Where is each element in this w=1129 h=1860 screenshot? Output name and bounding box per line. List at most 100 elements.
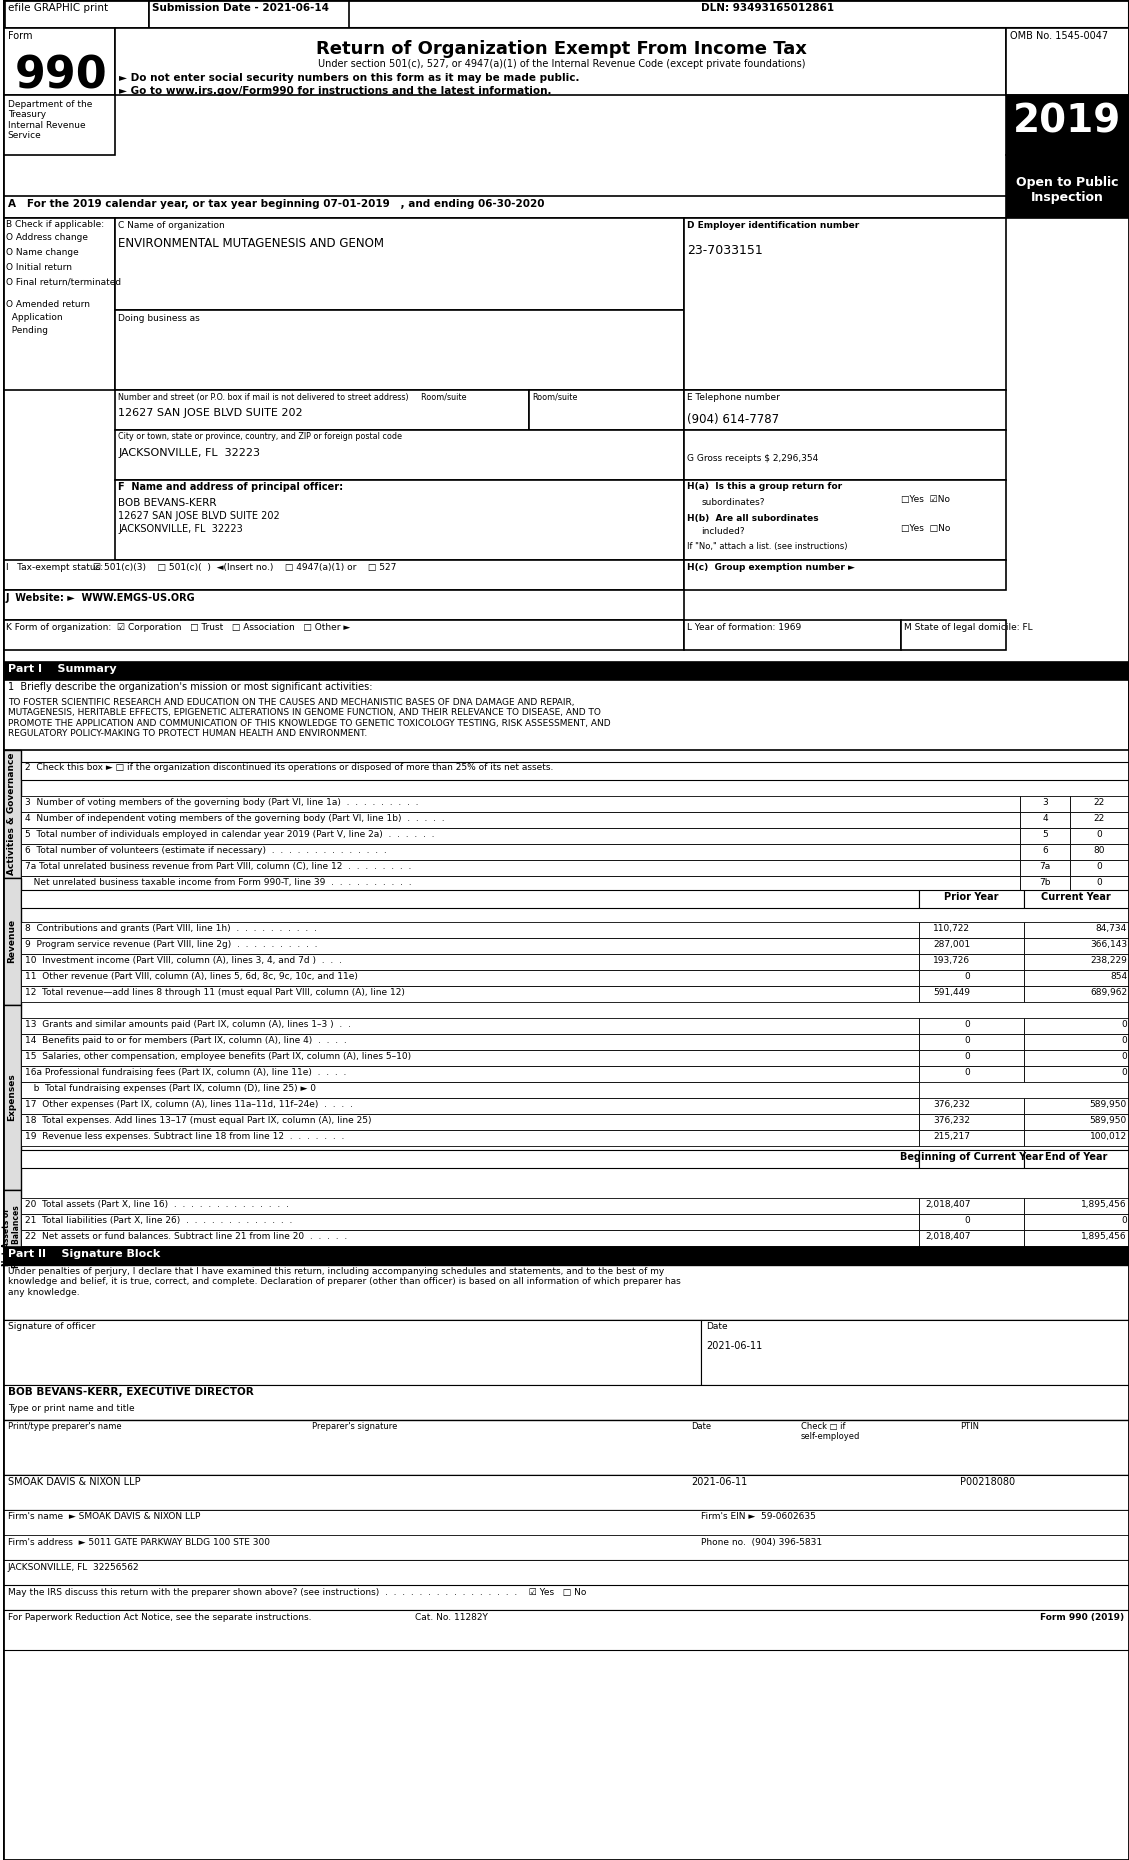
Bar <box>1070 876 1129 893</box>
Bar <box>684 391 1006 430</box>
Bar <box>20 923 919 937</box>
Text: O Final return/terminated: O Final return/terminated <box>6 277 121 286</box>
Bar <box>2 1510 1129 1534</box>
Bar <box>2 1585 1129 1611</box>
Text: Room/suite: Room/suite <box>533 392 578 402</box>
Text: Expenses: Expenses <box>7 1073 16 1122</box>
Text: Return of Organization Exempt From Income Tax: Return of Organization Exempt From Incom… <box>316 41 807 58</box>
Text: 0: 0 <box>964 973 971 980</box>
Text: 16a Professional fundraising fees (Part IX, column (A), line 11e)  .  .  .  .: 16a Professional fundraising fees (Part … <box>25 1068 347 1077</box>
Text: Firm's name  ► SMOAK DAVIS & NIXON LLP: Firm's name ► SMOAK DAVIS & NIXON LLP <box>8 1512 200 1521</box>
Bar <box>1024 1051 1129 1066</box>
Bar <box>20 1066 919 1083</box>
Text: Part I    Summary: Part I Summary <box>8 664 116 673</box>
Bar <box>1024 971 1129 986</box>
Bar <box>20 796 1021 813</box>
Text: 7a Total unrelated business revenue from Part VIII, column (C), line 12  .  .  .: 7a Total unrelated business revenue from… <box>25 861 411 870</box>
Text: 0: 0 <box>1121 1216 1127 1226</box>
Text: 0: 0 <box>1121 1036 1127 1045</box>
Text: Preparer's signature: Preparer's signature <box>312 1423 397 1430</box>
Text: 19  Revenue less expenses. Subtract line 18 from line 12  .  .  .  .  .  .  .: 19 Revenue less expenses. Subtract line … <box>25 1133 344 1140</box>
Text: O Amended return: O Amended return <box>6 299 89 309</box>
Text: Date: Date <box>706 1322 728 1332</box>
Bar <box>1024 986 1129 1003</box>
Text: 22: 22 <box>1094 815 1104 822</box>
Text: Activities & Governance: Activities & Governance <box>7 753 16 876</box>
Text: Revenue: Revenue <box>7 919 16 963</box>
Text: 0: 0 <box>1121 1068 1127 1077</box>
Text: O Initial return: O Initial return <box>6 262 72 272</box>
Text: H(c)  Group exemption number ►: H(c) Group exemption number ► <box>688 564 855 573</box>
Bar <box>20 1131 919 1146</box>
Bar <box>1024 1229 1129 1246</box>
Text: 0: 0 <box>1121 1053 1127 1060</box>
Bar <box>20 813 1021 828</box>
Bar <box>2 1475 1129 1510</box>
Bar <box>20 763 1129 779</box>
Bar <box>20 971 919 986</box>
Text: 18  Total expenses. Add lines 13–17 (must equal Part IX, column (A), line 25): 18 Total expenses. Add lines 13–17 (must… <box>25 1116 371 1125</box>
Bar <box>1024 1066 1129 1083</box>
Text: 0: 0 <box>964 1036 971 1045</box>
Text: 215,217: 215,217 <box>934 1133 971 1140</box>
Text: 3  Number of voting members of the governing body (Part VI, line 1a)  .  .  .  .: 3 Number of voting members of the govern… <box>25 798 418 807</box>
Text: Under penalties of perjury, I declare that I have examined this return, includin: Under penalties of perjury, I declare th… <box>8 1267 681 1296</box>
Bar <box>1070 796 1129 813</box>
Text: F  Name and address of principal officer:: F Name and address of principal officer: <box>119 482 343 493</box>
Bar <box>2 1246 1129 1265</box>
Text: 5: 5 <box>1042 830 1048 839</box>
Text: 0: 0 <box>964 1019 971 1029</box>
Text: b  Total fundraising expenses (Part IX, column (D), line 25) ► 0: b Total fundraising expenses (Part IX, c… <box>25 1084 316 1094</box>
Bar <box>1024 1034 1129 1051</box>
Text: 12  Total revenue—add lines 8 through 11 (must equal Part VIII, column (A), line: 12 Total revenue—add lines 8 through 11 … <box>25 988 404 997</box>
Text: DLN: 93493165012861: DLN: 93493165012861 <box>701 4 834 13</box>
Text: 1,895,456: 1,895,456 <box>1082 1231 1127 1241</box>
Bar <box>2 1561 1129 1585</box>
Bar <box>1024 937 1129 954</box>
Text: I   Tax-exempt status:: I Tax-exempt status: <box>6 564 103 573</box>
Bar <box>1024 954 1129 971</box>
Text: Submission Date - 2021-06-14: Submission Date - 2021-06-14 <box>152 4 330 13</box>
Bar <box>2 1265 1129 1321</box>
Bar <box>919 937 1024 954</box>
Bar <box>1024 923 1129 937</box>
Bar <box>20 1215 919 1229</box>
Text: Phone no.  (904) 396-5831: Phone no. (904) 396-5831 <box>701 1538 822 1548</box>
Text: Doing business as: Doing business as <box>119 314 200 324</box>
Text: Current Year: Current Year <box>1041 893 1111 902</box>
Bar <box>919 1198 1024 1215</box>
Bar <box>20 876 1021 893</box>
Text: JACKSONVILLE, FL  32223: JACKSONVILLE, FL 32223 <box>119 448 261 458</box>
Text: H(a)  Is this a group return for: H(a) Is this a group return for <box>688 482 842 491</box>
Text: (904) 614-7787: (904) 614-7787 <box>688 413 779 426</box>
Text: 2021-06-11: 2021-06-11 <box>691 1477 747 1486</box>
Text: BOB BEVANS-KERR: BOB BEVANS-KERR <box>119 498 217 508</box>
Bar <box>20 828 1021 844</box>
Text: 0: 0 <box>1121 1019 1127 1029</box>
Text: 6: 6 <box>1042 846 1048 856</box>
Bar <box>701 1321 1129 1386</box>
Bar <box>530 391 684 430</box>
Text: ► Do not enter social security numbers on this form as it may be made public.: ► Do not enter social security numbers o… <box>120 73 580 84</box>
Text: 8  Contributions and grants (Part VIII, line 1h)  .  .  .  .  .  .  .  .  .  .: 8 Contributions and grants (Part VIII, l… <box>25 924 316 934</box>
Bar <box>1021 828 1070 844</box>
Bar <box>2 1004 20 1190</box>
Bar <box>20 1034 919 1051</box>
Text: JACKSONVILLE, FL  32223: JACKSONVILLE, FL 32223 <box>119 525 243 534</box>
Bar <box>1021 876 1070 893</box>
Text: □Yes  ☑No: □Yes ☑No <box>901 495 949 504</box>
Text: Net unrelated business taxable income from Form 990-T, line 39  .  .  .  .  .  .: Net unrelated business taxable income fr… <box>25 878 411 887</box>
Text: Department of the
Treasury
Internal Revenue
Service: Department of the Treasury Internal Reve… <box>8 100 93 140</box>
Text: OMB No. 1545-0047: OMB No. 1545-0047 <box>1010 32 1109 41</box>
Bar <box>1024 1097 1129 1114</box>
Text: K Form of organization:  ☑ Corporation   □ Trust   □ Association   □ Other ►: K Form of organization: ☑ Corporation □ … <box>6 623 350 632</box>
Bar <box>2 1419 1129 1475</box>
Bar <box>684 430 1006 480</box>
Text: P00218080: P00218080 <box>961 1477 1015 1486</box>
Text: 12627 SAN JOSE BLVD SUITE 202: 12627 SAN JOSE BLVD SUITE 202 <box>119 407 303 418</box>
Bar <box>115 28 1006 95</box>
Text: H(b)  Are all subordinates: H(b) Are all subordinates <box>688 513 819 523</box>
Text: 110,722: 110,722 <box>934 924 971 934</box>
Bar <box>115 311 684 391</box>
Bar <box>1070 859 1129 876</box>
